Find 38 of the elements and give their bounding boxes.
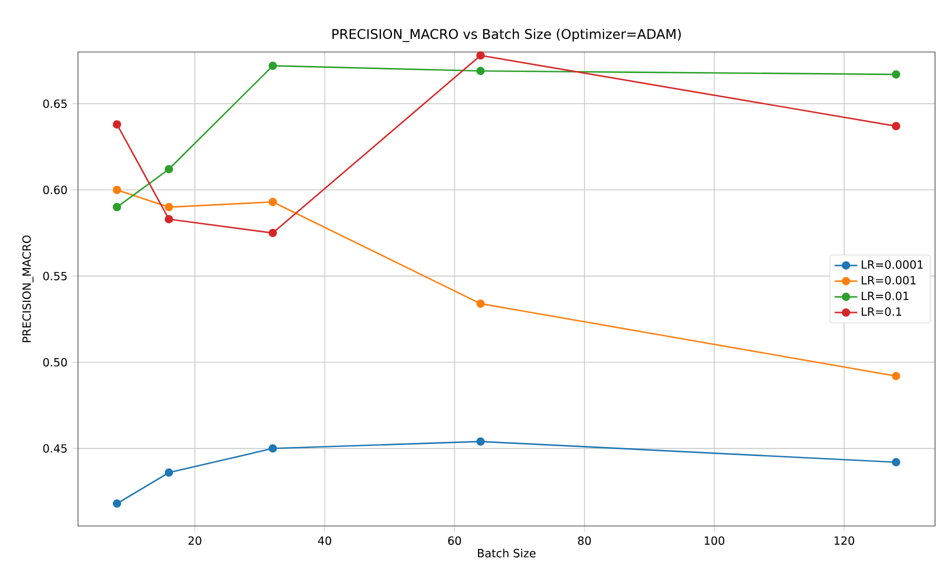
x-tick-label: 100: [704, 536, 724, 545]
point: [164, 165, 174, 174]
point: [112, 186, 122, 194]
point: [112, 202, 122, 212]
legend-label: LR=0.1: [862, 307, 902, 316]
x-tick-label: 20: [188, 536, 202, 545]
y-axis-title: PRECISION_MACRO: [22, 235, 34, 342]
point: [892, 122, 900, 130]
point: [476, 437, 485, 446]
point: [112, 120, 122, 129]
y-tick-label: 0.55: [43, 272, 67, 280]
point: [476, 299, 485, 308]
x-tick-label: 80: [578, 536, 591, 545]
legend-label: LR=0.01: [862, 292, 908, 300]
y-tick-label: 0.50: [43, 358, 67, 367]
point: [476, 51, 485, 60]
point: [164, 215, 174, 224]
y-tick-label: 0.65: [43, 99, 67, 108]
point: [892, 458, 900, 466]
point: [268, 444, 277, 453]
point: [892, 70, 900, 79]
y-tick-label: 0.60: [43, 186, 67, 194]
point: [164, 468, 174, 477]
y-tick-label: 0.45: [43, 444, 67, 453]
x-axis-title: Batch Size: [478, 548, 536, 558]
legend-label: LR=0.001: [862, 276, 916, 285]
point: [476, 66, 485, 76]
x-tick-label: 40: [318, 536, 332, 545]
point: [164, 202, 174, 212]
point: [892, 372, 900, 380]
point: [268, 228, 277, 238]
point: [268, 198, 277, 206]
legend-label: LR=0.0001: [862, 260, 923, 269]
x-tick-label: 120: [834, 536, 854, 545]
point: [112, 499, 122, 508]
chart-title: PRECISION_MACRO vs Batch Size (Optimizer=ADAM): [332, 28, 681, 42]
x-tick-label: 60: [448, 536, 462, 545]
point: [268, 62, 277, 70]
